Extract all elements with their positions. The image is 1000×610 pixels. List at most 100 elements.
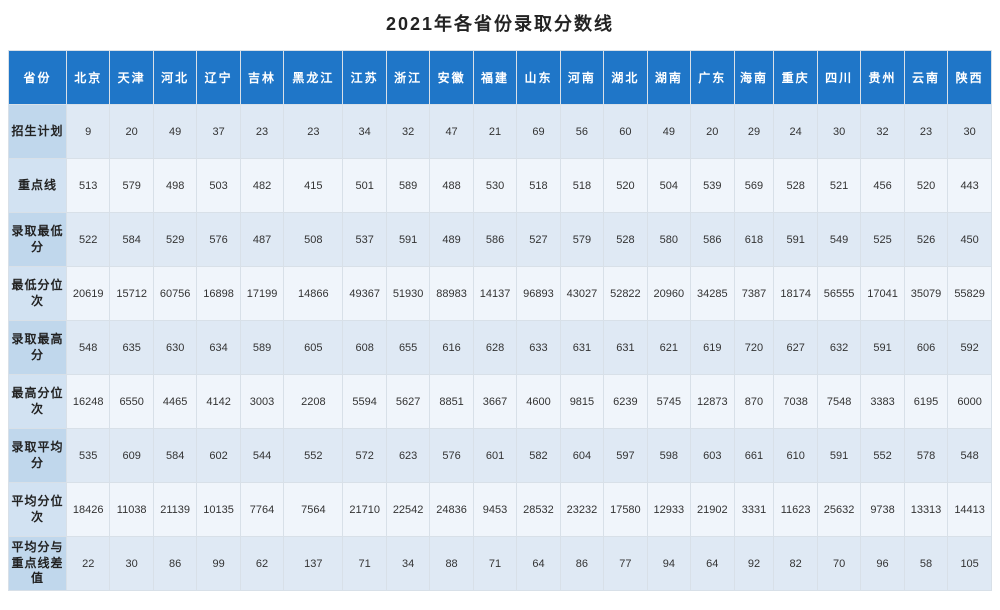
data-cell: 589 — [240, 321, 283, 375]
data-cell: 526 — [904, 213, 947, 267]
data-cell: 518 — [517, 159, 560, 213]
data-cell: 86 — [560, 537, 603, 591]
data-cell: 16898 — [197, 267, 240, 321]
data-cell: 49 — [153, 105, 196, 159]
province-header: 浙江 — [386, 51, 429, 105]
data-cell: 520 — [604, 159, 647, 213]
data-cell: 20619 — [67, 267, 110, 321]
data-cell: 591 — [774, 213, 817, 267]
data-cell: 520 — [904, 159, 947, 213]
data-cell: 619 — [691, 321, 734, 375]
row-label: 录取平均分 — [9, 429, 67, 483]
data-cell: 99 — [197, 537, 240, 591]
data-cell: 6195 — [904, 375, 947, 429]
data-cell: 610 — [774, 429, 817, 483]
data-cell: 5627 — [386, 375, 429, 429]
data-cell: 5594 — [343, 375, 386, 429]
data-cell: 30 — [817, 105, 860, 159]
table-body: 招生计划920493723233432472169566049202924303… — [9, 105, 992, 591]
row-label: 录取最高分 — [9, 321, 67, 375]
data-cell: 7387 — [734, 267, 774, 321]
data-cell: 10135 — [197, 483, 240, 537]
data-cell: 633 — [517, 321, 560, 375]
data-cell: 82 — [774, 537, 817, 591]
data-cell: 584 — [153, 429, 196, 483]
province-header: 北京 — [67, 51, 110, 105]
data-cell: 591 — [817, 429, 860, 483]
data-cell: 522 — [67, 213, 110, 267]
data-cell: 21710 — [343, 483, 386, 537]
data-cell: 77 — [604, 537, 647, 591]
data-cell: 23232 — [560, 483, 603, 537]
data-cell: 504 — [647, 159, 690, 213]
data-cell: 632 — [817, 321, 860, 375]
data-cell: 443 — [948, 159, 992, 213]
data-cell: 3331 — [734, 483, 774, 537]
data-cell: 24836 — [430, 483, 473, 537]
row-label: 录取最低分 — [9, 213, 67, 267]
data-cell: 137 — [284, 537, 343, 591]
data-cell: 552 — [861, 429, 904, 483]
province-header: 海南 — [734, 51, 774, 105]
data-cell: 6550 — [110, 375, 153, 429]
scores-table: 省份 北京天津河北辽宁吉林黑龙江江苏浙江安徽福建山东河南湖北湖南广东海南重庆四川… — [8, 50, 992, 591]
data-cell: 628 — [473, 321, 516, 375]
row-label: 招生计划 — [9, 105, 67, 159]
data-cell: 60756 — [153, 267, 196, 321]
data-cell: 20960 — [647, 267, 690, 321]
province-header: 黑龙江 — [284, 51, 343, 105]
data-cell: 549 — [817, 213, 860, 267]
data-cell: 69 — [517, 105, 560, 159]
data-cell: 503 — [197, 159, 240, 213]
table-row: 录取最高分54863563063458960560865561662863363… — [9, 321, 992, 375]
data-cell: 20 — [110, 105, 153, 159]
data-cell: 530 — [473, 159, 516, 213]
province-header: 福建 — [473, 51, 516, 105]
province-header: 四川 — [817, 51, 860, 105]
province-header: 广东 — [691, 51, 734, 105]
data-cell: 489 — [430, 213, 473, 267]
table-row: 平均分与重点线差值2230869962137713488716486779464… — [9, 537, 992, 591]
data-cell: 16248 — [67, 375, 110, 429]
data-cell: 17580 — [604, 483, 647, 537]
row-label: 重点线 — [9, 159, 67, 213]
data-cell: 9453 — [473, 483, 516, 537]
data-cell: 482 — [240, 159, 283, 213]
data-cell: 597 — [604, 429, 647, 483]
data-cell: 37 — [197, 105, 240, 159]
data-cell: 23 — [284, 105, 343, 159]
province-header: 云南 — [904, 51, 947, 105]
data-cell: 3383 — [861, 375, 904, 429]
data-cell: 14866 — [284, 267, 343, 321]
province-header: 重庆 — [774, 51, 817, 105]
data-cell: 580 — [647, 213, 690, 267]
province-header: 贵州 — [861, 51, 904, 105]
data-cell: 58 — [904, 537, 947, 591]
data-cell: 544 — [240, 429, 283, 483]
data-cell: 92 — [734, 537, 774, 591]
data-cell: 589 — [386, 159, 429, 213]
data-cell: 635 — [110, 321, 153, 375]
data-cell: 576 — [197, 213, 240, 267]
data-cell: 450 — [948, 213, 992, 267]
data-cell: 598 — [647, 429, 690, 483]
data-cell: 487 — [240, 213, 283, 267]
province-header: 辽宁 — [197, 51, 240, 105]
data-cell: 12933 — [647, 483, 690, 537]
data-cell: 592 — [948, 321, 992, 375]
data-cell: 7564 — [284, 483, 343, 537]
data-cell: 591 — [386, 213, 429, 267]
data-cell: 572 — [343, 429, 386, 483]
data-cell: 9 — [67, 105, 110, 159]
data-cell: 22 — [67, 537, 110, 591]
data-cell: 49 — [647, 105, 690, 159]
data-cell: 548 — [67, 321, 110, 375]
table-row: 录取最低分52258452957648750853759148958652757… — [9, 213, 992, 267]
data-cell: 655 — [386, 321, 429, 375]
province-header: 安徽 — [430, 51, 473, 105]
data-cell: 11038 — [110, 483, 153, 537]
data-cell: 579 — [110, 159, 153, 213]
data-cell: 23 — [904, 105, 947, 159]
data-cell: 456 — [861, 159, 904, 213]
data-cell: 25632 — [817, 483, 860, 537]
